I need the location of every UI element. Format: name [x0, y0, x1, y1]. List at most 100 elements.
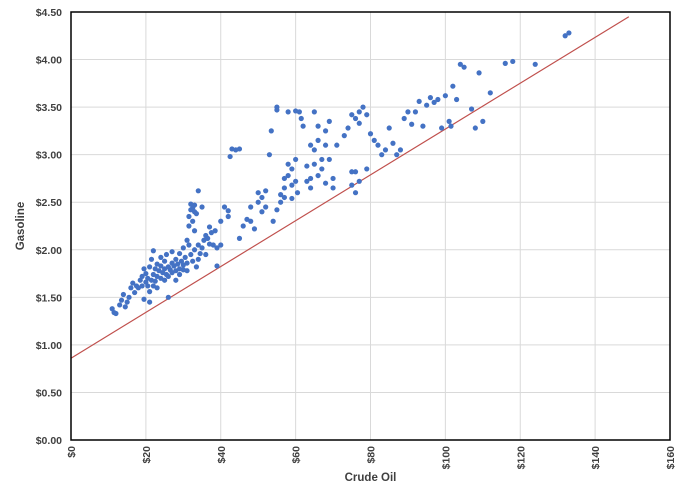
- data-point: [186, 213, 192, 220]
- data-point: [532, 61, 538, 67]
- y-tick-label: $1.50: [36, 292, 62, 304]
- data-point: [289, 182, 295, 188]
- data-point: [176, 271, 183, 278]
- data-point: [205, 235, 211, 241]
- data-point: [382, 147, 389, 153]
- x-tick-label: $20: [141, 446, 153, 464]
- data-point: [225, 213, 231, 220]
- data-point: [152, 278, 158, 284]
- data-point: [375, 142, 381, 148]
- data-point: [161, 277, 168, 283]
- data-point: [248, 204, 254, 210]
- data-point: [281, 175, 287, 182]
- data-point: [394, 152, 400, 158]
- data-point: [289, 166, 295, 172]
- data-point: [193, 264, 200, 270]
- data-point: [173, 256, 179, 262]
- data-point: [163, 251, 170, 258]
- data-point: [190, 218, 196, 224]
- data-point: [319, 156, 325, 163]
- data-point: [143, 270, 149, 277]
- data-point: [210, 242, 216, 248]
- y-tick-label: $2.00: [36, 245, 62, 257]
- data-point: [122, 304, 128, 310]
- y-tick-label: $4.00: [36, 55, 62, 67]
- data-point: [401, 115, 407, 122]
- data-point: [296, 109, 302, 115]
- y-tick-label: $3.50: [36, 102, 62, 114]
- y-tick-label: $0.00: [36, 435, 62, 447]
- data-point: [294, 190, 301, 196]
- data-point: [199, 204, 205, 210]
- data-point: [416, 98, 422, 105]
- data-point: [113, 310, 119, 317]
- y-tick-label: $2.50: [36, 197, 62, 209]
- x-tick-label: $160: [665, 446, 677, 470]
- data-point: [191, 247, 198, 253]
- data-point: [214, 263, 220, 269]
- data-point: [289, 195, 295, 202]
- data-point: [330, 175, 336, 182]
- data-point: [427, 95, 433, 101]
- data-point: [270, 218, 276, 224]
- data-point: [184, 260, 190, 266]
- x-tick-label: $40: [216, 446, 228, 464]
- data-point: [450, 83, 456, 89]
- data-point: [298, 115, 304, 122]
- data-point: [352, 190, 359, 196]
- data-point: [176, 250, 183, 257]
- data-point: [334, 142, 340, 148]
- data-point: [510, 58, 516, 65]
- data-point: [349, 112, 355, 118]
- data-point: [352, 115, 359, 122]
- data-point: [356, 178, 362, 184]
- x-tick-label: $100: [440, 446, 452, 470]
- x-tick-label: $140: [590, 446, 602, 470]
- data-point: [190, 258, 196, 264]
- data-point: [300, 123, 306, 129]
- data-point: [203, 251, 209, 258]
- reference-line-layer: [70, 16, 630, 359]
- data-point: [308, 142, 314, 148]
- data-point: [566, 30, 572, 36]
- data-point: [184, 268, 190, 274]
- x-tick-label: $60: [291, 446, 303, 464]
- data-point: [349, 169, 355, 175]
- data-point: [195, 256, 201, 262]
- data-point: [480, 118, 486, 124]
- data-point: [132, 289, 138, 296]
- data-point: [356, 120, 362, 126]
- data-point: [442, 93, 448, 99]
- x-axis-title: Crude Oil: [345, 472, 397, 484]
- data-point: [117, 302, 123, 308]
- data-point: [405, 109, 411, 115]
- data-point: [448, 123, 454, 129]
- x-tick-label: $80: [366, 446, 378, 464]
- plot-frame: [70, 11, 671, 441]
- data-point: [148, 256, 155, 262]
- data-point: [461, 64, 467, 70]
- data-point: [435, 96, 441, 103]
- data-point: [240, 223, 246, 229]
- data-point: [293, 156, 299, 163]
- data-point: [345, 125, 351, 131]
- data-point: [165, 294, 171, 300]
- data-point: [236, 235, 243, 241]
- data-point: [158, 263, 164, 269]
- data-point: [147, 264, 153, 270]
- data-point: [193, 211, 200, 217]
- data-point: [263, 204, 269, 210]
- x-tick-label: $120: [515, 446, 527, 470]
- data-point: [259, 194, 265, 201]
- data-point: [304, 163, 310, 169]
- y-tick-label: $0.50: [36, 387, 62, 399]
- data-point: [308, 185, 314, 191]
- data-point: [281, 185, 287, 191]
- x-tick-label: $0: [66, 446, 78, 458]
- data-point: [263, 188, 269, 194]
- data-point: [126, 294, 132, 300]
- data-point: [180, 245, 186, 251]
- data-point: [218, 242, 224, 248]
- data-point: [150, 248, 156, 254]
- data-point: [341, 133, 347, 139]
